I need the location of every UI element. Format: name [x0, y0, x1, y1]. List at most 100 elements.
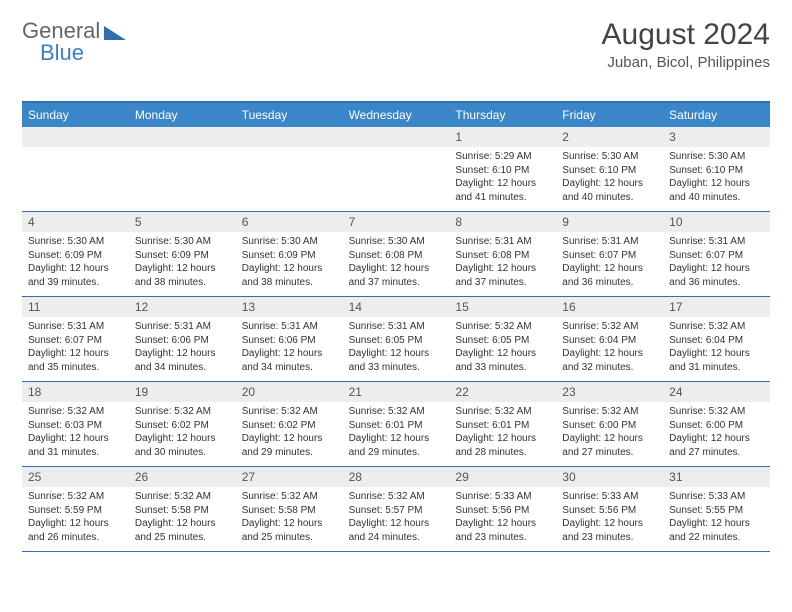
day-content: Sunrise: 5:31 AMSunset: 6:06 PMDaylight:… — [236, 317, 343, 380]
weekday-friday: Friday — [556, 103, 663, 127]
day-cell: 6Sunrise: 5:30 AMSunset: 6:09 PMDaylight… — [236, 212, 343, 296]
day-info-line: Sunset: 6:09 PM — [242, 249, 337, 263]
day-cell: 17Sunrise: 5:32 AMSunset: 6:04 PMDayligh… — [663, 297, 770, 381]
day-content: Sunrise: 5:32 AMSunset: 6:00 PMDaylight:… — [556, 402, 663, 465]
day-info-line: Sunset: 6:06 PM — [135, 334, 230, 348]
day-number: 24 — [663, 382, 770, 402]
day-cell: 23Sunrise: 5:32 AMSunset: 6:00 PMDayligh… — [556, 382, 663, 466]
day-number: 29 — [449, 467, 556, 487]
day-cell: 31Sunrise: 5:33 AMSunset: 5:55 PMDayligh… — [663, 467, 770, 551]
day-info-line: Daylight: 12 hours and 33 minutes. — [349, 347, 444, 374]
day-cell: 29Sunrise: 5:33 AMSunset: 5:56 PMDayligh… — [449, 467, 556, 551]
day-info-line: Sunrise: 5:32 AM — [669, 405, 764, 419]
day-info-line: Sunrise: 5:33 AM — [562, 490, 657, 504]
day-cell: 15Sunrise: 5:32 AMSunset: 6:05 PMDayligh… — [449, 297, 556, 381]
day-cell: 14Sunrise: 5:31 AMSunset: 6:05 PMDayligh… — [343, 297, 450, 381]
day-info-line: Sunrise: 5:32 AM — [28, 490, 123, 504]
day-number: 13 — [236, 297, 343, 317]
day-cell: 8Sunrise: 5:31 AMSunset: 6:08 PMDaylight… — [449, 212, 556, 296]
day-info-line: Sunset: 6:05 PM — [349, 334, 444, 348]
day-info-line: Sunset: 6:02 PM — [242, 419, 337, 433]
day-cell: 20Sunrise: 5:32 AMSunset: 6:02 PMDayligh… — [236, 382, 343, 466]
day-content: Sunrise: 5:32 AMSunset: 6:02 PMDaylight:… — [236, 402, 343, 465]
day-info-line: Sunrise: 5:32 AM — [455, 405, 550, 419]
calendar-grid: Sunday Monday Tuesday Wednesday Thursday… — [22, 101, 770, 552]
day-info-line: Sunrise: 5:32 AM — [242, 490, 337, 504]
day-info-line: Daylight: 12 hours and 36 minutes. — [669, 262, 764, 289]
day-content: Sunrise: 5:29 AMSunset: 6:10 PMDaylight:… — [449, 147, 556, 210]
day-content: Sunrise: 5:30 AMSunset: 6:09 PMDaylight:… — [129, 232, 236, 295]
day-content: Sunrise: 5:32 AMSunset: 5:58 PMDaylight:… — [236, 487, 343, 550]
day-content: Sunrise: 5:30 AMSunset: 6:08 PMDaylight:… — [343, 232, 450, 295]
day-info-line: Daylight: 12 hours and 29 minutes. — [242, 432, 337, 459]
day-number: 25 — [22, 467, 129, 487]
day-info-line: Sunset: 6:06 PM — [242, 334, 337, 348]
day-info-line: Daylight: 12 hours and 23 minutes. — [455, 517, 550, 544]
day-number: 14 — [343, 297, 450, 317]
day-info-line: Sunrise: 5:30 AM — [669, 150, 764, 164]
day-info-line: Sunrise: 5:31 AM — [669, 235, 764, 249]
day-content: Sunrise: 5:30 AMSunset: 6:09 PMDaylight:… — [236, 232, 343, 295]
day-cell: 30Sunrise: 5:33 AMSunset: 5:56 PMDayligh… — [556, 467, 663, 551]
day-info-line: Sunset: 6:09 PM — [135, 249, 230, 263]
day-cell: 19Sunrise: 5:32 AMSunset: 6:02 PMDayligh… — [129, 382, 236, 466]
day-info-line: Sunrise: 5:32 AM — [349, 490, 444, 504]
day-cell — [22, 127, 129, 211]
day-cell: 10Sunrise: 5:31 AMSunset: 6:07 PMDayligh… — [663, 212, 770, 296]
day-content: Sunrise: 5:32 AMSunset: 6:00 PMDaylight:… — [663, 402, 770, 465]
day-number: 31 — [663, 467, 770, 487]
day-number: 28 — [343, 467, 450, 487]
day-cell: 11Sunrise: 5:31 AMSunset: 6:07 PMDayligh… — [22, 297, 129, 381]
day-info-line: Sunrise: 5:30 AM — [349, 235, 444, 249]
day-number: 11 — [22, 297, 129, 317]
day-content — [22, 147, 129, 156]
day-content: Sunrise: 5:31 AMSunset: 6:08 PMDaylight:… — [449, 232, 556, 295]
day-info-line: Sunset: 6:04 PM — [562, 334, 657, 348]
day-content: Sunrise: 5:33 AMSunset: 5:55 PMDaylight:… — [663, 487, 770, 550]
day-info-line: Sunrise: 5:31 AM — [242, 320, 337, 334]
weekday-tuesday: Tuesday — [236, 103, 343, 127]
day-info-line: Sunrise: 5:33 AM — [669, 490, 764, 504]
day-content: Sunrise: 5:33 AMSunset: 5:56 PMDaylight:… — [556, 487, 663, 550]
day-number: 12 — [129, 297, 236, 317]
week-row: 25Sunrise: 5:32 AMSunset: 5:59 PMDayligh… — [22, 467, 770, 552]
day-info-line: Sunset: 5:58 PM — [135, 504, 230, 518]
day-info-line: Sunrise: 5:31 AM — [135, 320, 230, 334]
day-info-line: Sunrise: 5:31 AM — [28, 320, 123, 334]
day-info-line: Daylight: 12 hours and 41 minutes. — [455, 177, 550, 204]
day-number: 27 — [236, 467, 343, 487]
day-cell: 3Sunrise: 5:30 AMSunset: 6:10 PMDaylight… — [663, 127, 770, 211]
day-info-line: Daylight: 12 hours and 40 minutes. — [562, 177, 657, 204]
day-info-line: Sunset: 5:59 PM — [28, 504, 123, 518]
day-number: 17 — [663, 297, 770, 317]
weekday-thursday: Thursday — [449, 103, 556, 127]
day-info-line: Daylight: 12 hours and 31 minutes. — [28, 432, 123, 459]
page-header: General August 2024 Juban, Bicol, Philip… — [22, 18, 770, 71]
day-info-line: Sunset: 5:58 PM — [242, 504, 337, 518]
day-number: 10 — [663, 212, 770, 232]
day-info-line: Sunset: 5:57 PM — [349, 504, 444, 518]
day-number — [343, 127, 450, 147]
day-cell: 21Sunrise: 5:32 AMSunset: 6:01 PMDayligh… — [343, 382, 450, 466]
day-content: Sunrise: 5:32 AMSunset: 6:04 PMDaylight:… — [556, 317, 663, 380]
day-content: Sunrise: 5:32 AMSunset: 6:04 PMDaylight:… — [663, 317, 770, 380]
day-content: Sunrise: 5:31 AMSunset: 6:07 PMDaylight:… — [663, 232, 770, 295]
day-number: 30 — [556, 467, 663, 487]
day-info-line: Sunrise: 5:32 AM — [669, 320, 764, 334]
day-number: 9 — [556, 212, 663, 232]
day-info-line: Sunset: 6:10 PM — [562, 164, 657, 178]
day-number — [129, 127, 236, 147]
day-info-line: Sunset: 6:09 PM — [28, 249, 123, 263]
location-subtitle: Juban, Bicol, Philippines — [602, 54, 770, 71]
day-content: Sunrise: 5:32 AMSunset: 5:59 PMDaylight:… — [22, 487, 129, 550]
day-info-line: Sunrise: 5:32 AM — [135, 405, 230, 419]
day-info-line: Sunset: 6:04 PM — [669, 334, 764, 348]
logo-triangle-icon — [104, 26, 126, 40]
day-info-line: Daylight: 12 hours and 25 minutes. — [135, 517, 230, 544]
day-content — [129, 147, 236, 156]
day-info-line: Sunrise: 5:30 AM — [135, 235, 230, 249]
day-info-line: Daylight: 12 hours and 30 minutes. — [135, 432, 230, 459]
day-info-line: Daylight: 12 hours and 31 minutes. — [669, 347, 764, 374]
day-cell — [343, 127, 450, 211]
day-info-line: Daylight: 12 hours and 37 minutes. — [455, 262, 550, 289]
